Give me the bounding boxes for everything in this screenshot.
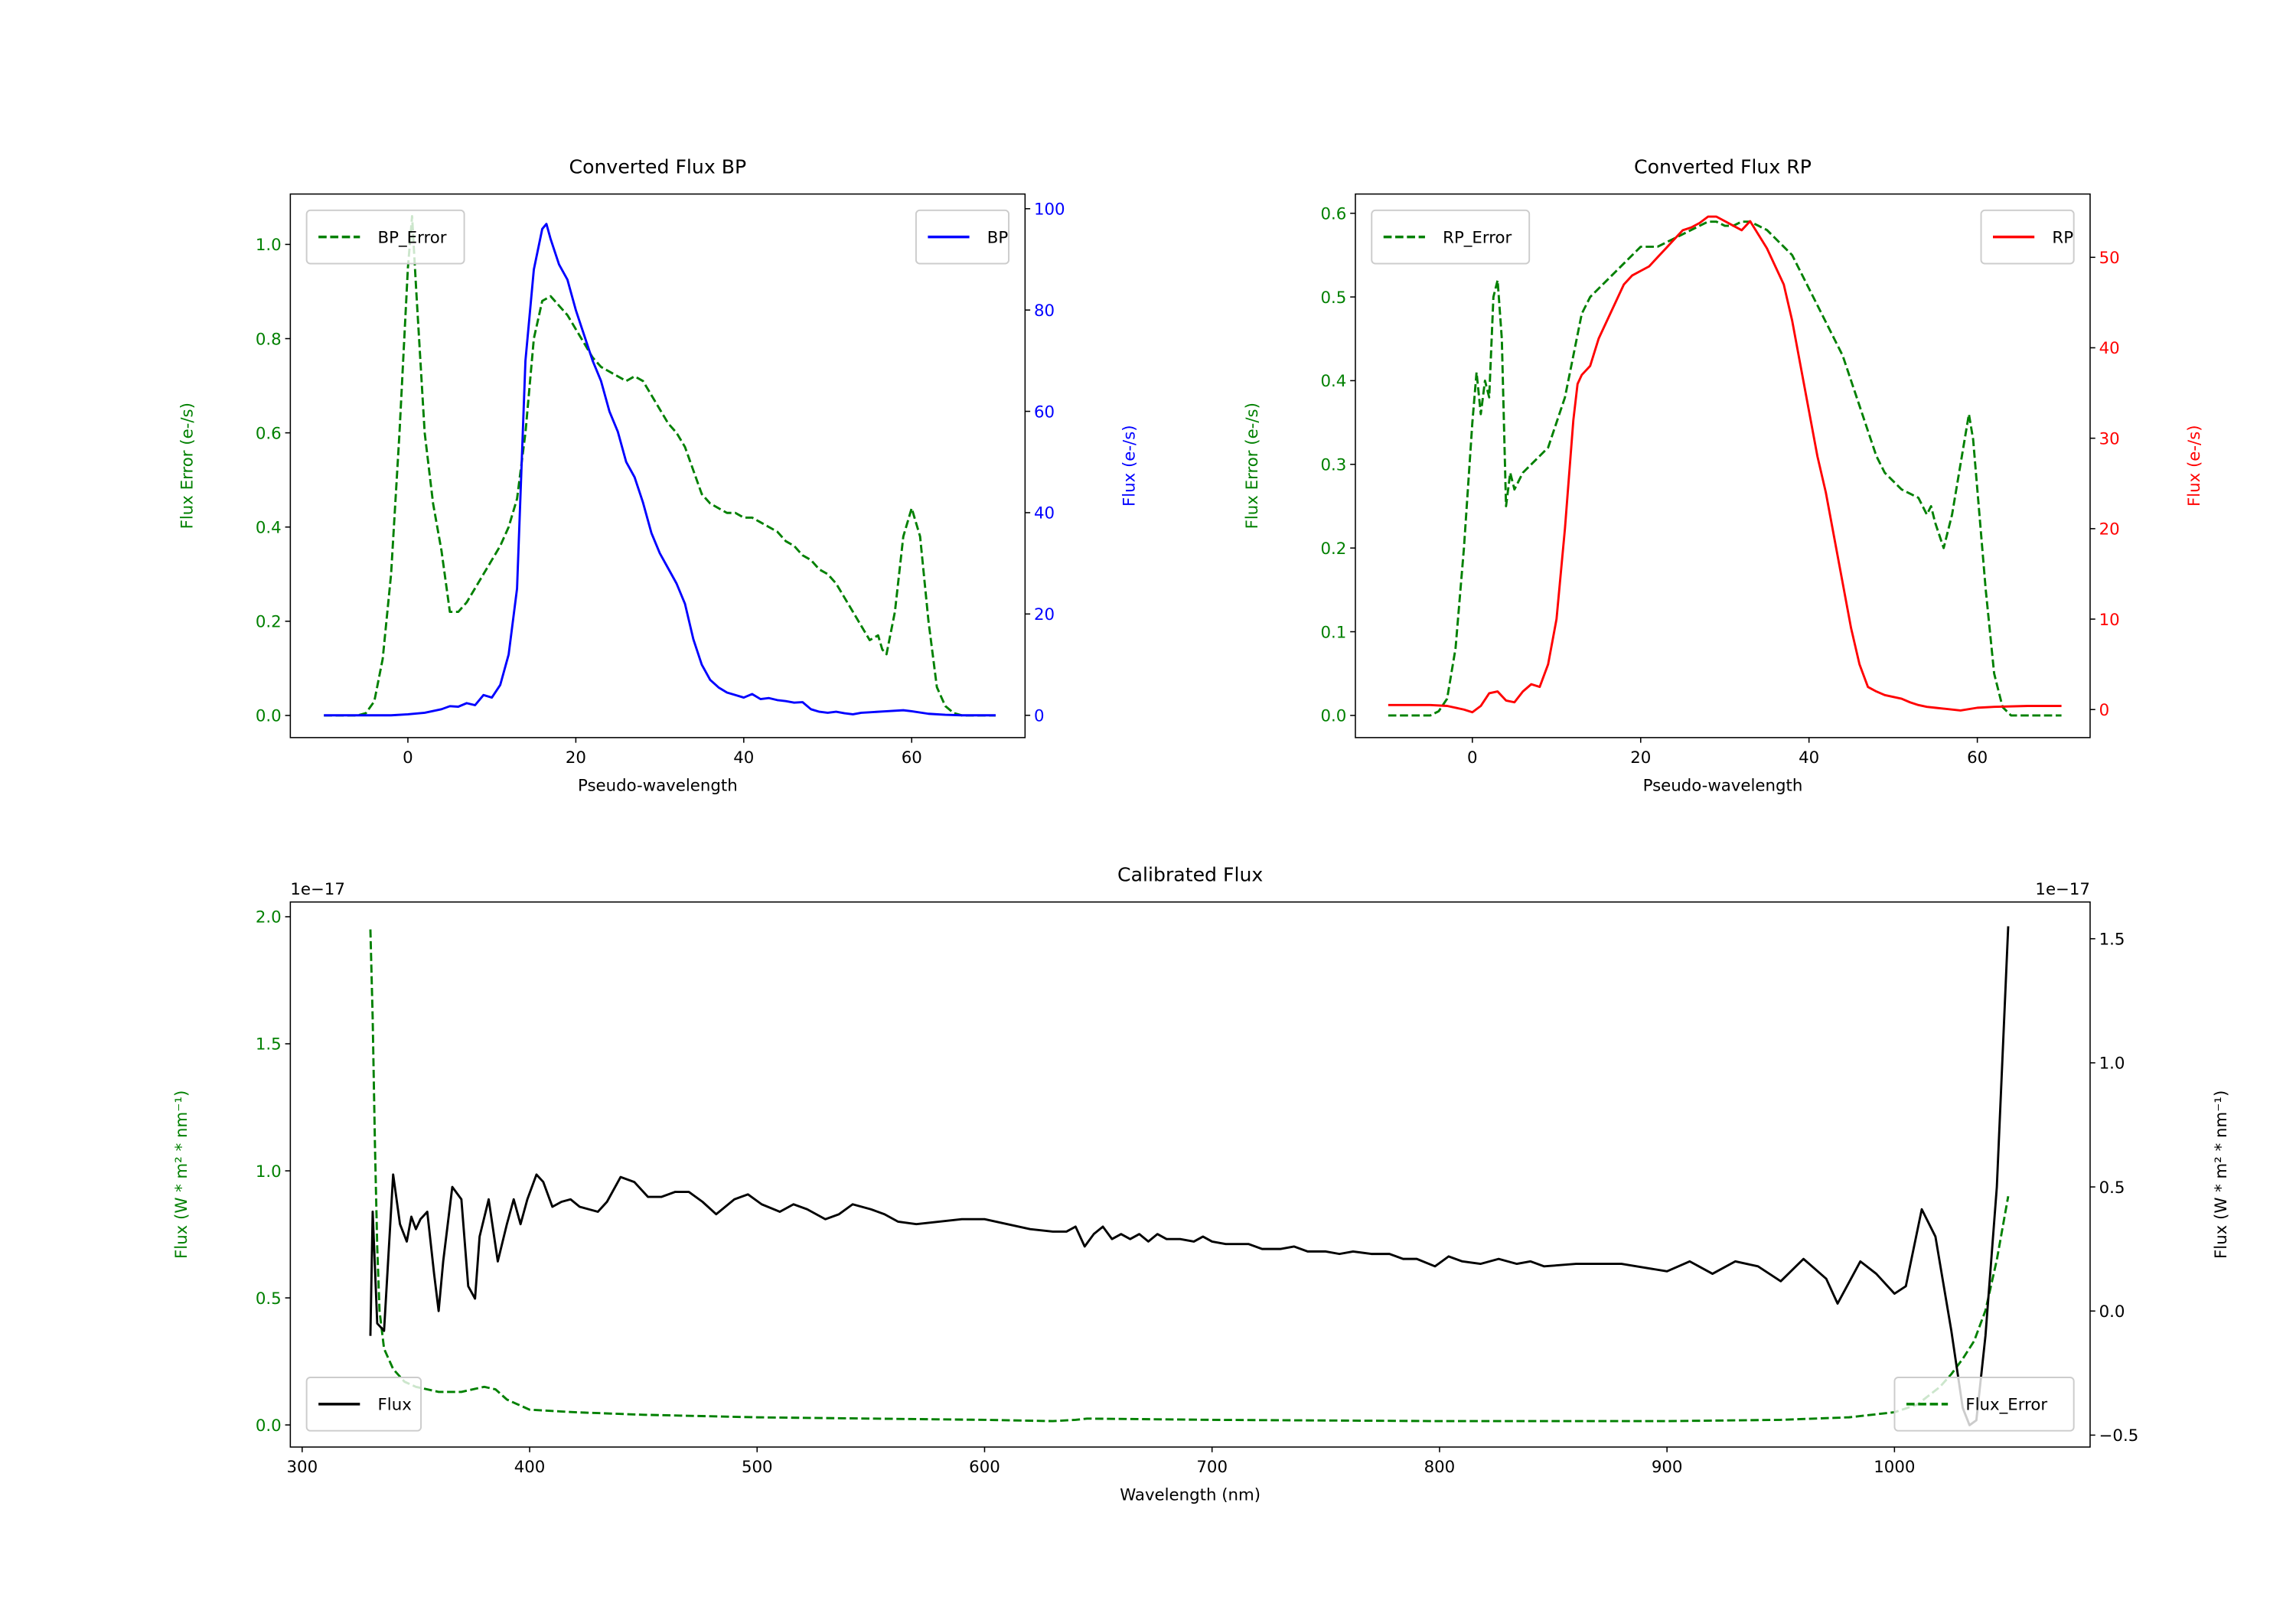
y-right-axis-label: Flux (e-/s) [1120, 425, 1140, 507]
series-line-rp-error [1388, 220, 2062, 717]
y-left-tick-label: 0.3 [1320, 456, 1346, 475]
legend-flux: Flux [305, 1377, 422, 1432]
chart-title: Converted Flux RP [1634, 155, 1812, 178]
y-right-tick-label: 20 [1034, 605, 1055, 624]
y-right-tick-label: 100 [1034, 200, 1065, 219]
legend-label: RP_Error [1443, 228, 1512, 247]
y-right-tick-label: 1.5 [2099, 930, 2125, 949]
x-tick-label: 0 [403, 748, 413, 768]
y-left-tick-label: 0.0 [256, 707, 282, 726]
legend-box [305, 1377, 422, 1432]
y-right-tick-label: 80 [1034, 302, 1055, 321]
y-right-tick-label: −0.5 [2099, 1426, 2139, 1446]
y-left-tick-label: 2.0 [256, 908, 282, 927]
axes-frame [1355, 193, 2091, 738]
y-left-tick-label: 0.6 [256, 424, 282, 443]
series-line-rp [1388, 215, 2062, 714]
legend-box [305, 209, 465, 265]
x-axis-label: Pseudo-wavelength [1643, 777, 1803, 796]
legend-bp: BP [915, 209, 1010, 265]
y-right-tick-label: 0 [2099, 701, 2110, 720]
x-tick-label: 60 [1967, 748, 1988, 768]
y-left-tick-label: 0.6 [1320, 204, 1346, 223]
y-left-tick-label: 0.4 [1320, 372, 1346, 391]
y-left-tick-label: 0.5 [1320, 288, 1346, 308]
x-axis-label: Pseudo-wavelength [578, 777, 738, 796]
x-tick-label: 20 [1630, 748, 1651, 768]
x-tick-label: 40 [1799, 748, 1819, 768]
calibrated-subplot: 300 400 500 600 700 800 900 1000 0.0 0.5 1.0 1.5 2.0… [172, 864, 2231, 1505]
x-tick-label: 400 [514, 1458, 546, 1477]
legend-box [1893, 1377, 2075, 1432]
y-right-tick-label: 10 [2099, 611, 2120, 630]
y-right-tick-label: 0.5 [2099, 1178, 2125, 1198]
y-left-tick-label: 0.2 [1320, 539, 1346, 559]
chart-title: Converted Flux BP [569, 155, 747, 178]
y-right-tick-label: 20 [2099, 520, 2120, 539]
y-left-tick-label: 0.8 [256, 330, 282, 349]
y-left-axis-label: Flux Error (e-/s) [178, 403, 197, 529]
x-tick-label: 300 [286, 1458, 318, 1477]
axes-frame [289, 901, 2091, 1448]
x-tick-label: 20 [566, 748, 586, 768]
y-right-tick-label: 50 [2099, 249, 2120, 268]
x-tick-label: 800 [1424, 1458, 1456, 1477]
y-left-tick-label: 1.0 [256, 236, 282, 255]
y-left-tick-label: 0.4 [256, 518, 282, 537]
y-left-tick-label: 0.2 [256, 613, 282, 632]
legend-label: RP [2052, 228, 2073, 247]
y-right-axis-label: Flux (W * m² * nm⁻¹) [2212, 1090, 2231, 1259]
legend-label: BP_Error [378, 228, 447, 247]
y-left-tick-label: 1.5 [256, 1035, 282, 1054]
series-line-bp [324, 223, 996, 717]
y-left-axis-label: Flux (W * m² * nm⁻¹) [172, 1090, 191, 1259]
bp-subplot: 0 20 40 60 0.0 0.2 0.4 0.6 0.8 1.0 0 20 40 60 80 100 Con… [178, 155, 1140, 795]
series-line-flux [369, 926, 2010, 1426]
y-left-tick-label: 0.5 [256, 1289, 282, 1309]
y-left-tick-label: 0.0 [1320, 707, 1346, 726]
y-right-offset-text: 1e−17 [2035, 880, 2090, 899]
y-right-tick-label: 30 [2099, 429, 2120, 448]
legend-rp-error: RP_Error [1371, 209, 1531, 265]
chart-title: Calibrated Flux [1117, 864, 1263, 886]
legend-bp-error: BP_Error [305, 209, 465, 265]
series-line-bp-error [324, 215, 996, 717]
y-right-tick-label: 0 [1034, 706, 1045, 725]
rp-subplot: 0 20 40 60 0.0 0.1 0.2 0.3 0.4 0.5 0.6 0 10 20 30 40 50 C… [1243, 155, 2204, 795]
legend-label: Flux [378, 1396, 412, 1415]
y-right-axis-label: Flux (e-/s) [2185, 425, 2204, 507]
legend-label: Flux_Error [1965, 1396, 2047, 1415]
x-tick-label: 60 [902, 748, 922, 768]
y-right-tick-label: 40 [2099, 339, 2120, 358]
x-tick-label: 700 [1196, 1458, 1228, 1477]
y-left-tick-label: 0.0 [256, 1416, 282, 1436]
y-left-axis-label: Flux Error (e-/s) [1243, 403, 1262, 529]
y-right-tick-label: 40 [1034, 504, 1055, 523]
legend-label: BP [987, 228, 1009, 247]
x-tick-label: 1000 [1874, 1458, 1915, 1477]
legend-box [1371, 209, 1531, 265]
x-tick-label: 500 [742, 1458, 773, 1477]
legend-rp: RP [1980, 209, 2075, 265]
y-left-tick-label: 0.1 [1320, 623, 1346, 642]
x-tick-label: 600 [969, 1458, 1000, 1477]
y-right-tick-label: 0.0 [2099, 1302, 2125, 1322]
x-tick-label: 40 [733, 748, 754, 768]
y-left-tick-label: 1.0 [256, 1162, 282, 1182]
x-tick-label: 900 [1652, 1458, 1683, 1477]
y-right-tick-label: 60 [1034, 403, 1055, 422]
y-right-tick-label: 1.0 [2099, 1054, 2125, 1074]
legend-flux-error: Flux_Error [1893, 1377, 2075, 1432]
axes-frame [289, 193, 1026, 738]
y-left-offset-text: 1e−17 [290, 880, 345, 899]
x-axis-label: Wavelength (nm) [1120, 1486, 1261, 1505]
x-tick-label: 0 [1467, 748, 1478, 768]
